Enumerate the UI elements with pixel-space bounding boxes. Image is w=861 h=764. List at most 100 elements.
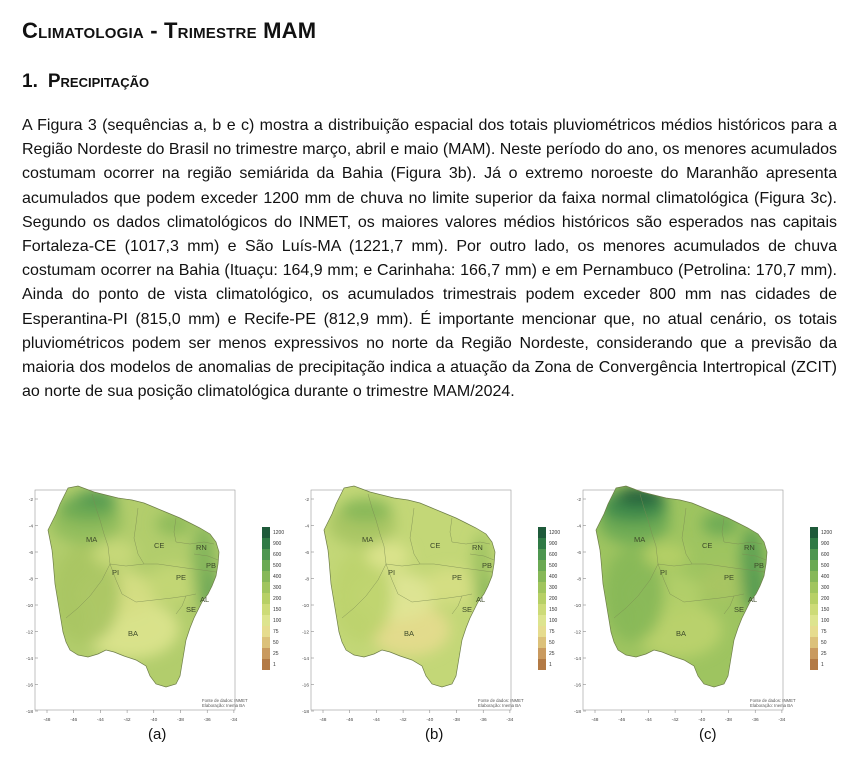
- x-tick-label: -38: [177, 717, 184, 723]
- y-tick-label: -16: [302, 683, 309, 689]
- figure-map-b: MA CE RN PB PI PE AL SE BA -2 -4 -6 -8 -10 -12 -14 -16 -1…: [302, 484, 564, 724]
- figure-map-a: MA CE RN PB PI PE AL SE BA -2 -4 -6 -8 -10 -12 -14 -16 -1…: [26, 484, 288, 724]
- precipitation-legend: 1200 900 600 500 400 300 200 150 100 75 50 25 1: [538, 527, 560, 670]
- x-tick-label: -36: [480, 717, 487, 723]
- x-tick-label: -40: [426, 717, 433, 723]
- state-label-se: SE: [462, 605, 472, 614]
- x-tick-label: -46: [618, 717, 625, 723]
- y-tick-label: -12: [302, 630, 309, 636]
- x-tick-label: -36: [752, 717, 759, 723]
- y-tick-label: -10: [574, 603, 581, 609]
- figure-label-a: (a): [148, 726, 167, 743]
- state-label-al: AL: [476, 595, 485, 604]
- y-tick-label: -18: [574, 709, 581, 715]
- credit-author: Elaboração: Inema BA: [750, 703, 793, 708]
- x-tick-label: -48: [44, 717, 51, 723]
- credit-source: Fonte de dados: INMET: [478, 698, 524, 703]
- state-label-pb: PB: [206, 561, 216, 570]
- legend-value: 400: [821, 574, 830, 580]
- legend-value: 150: [549, 607, 558, 613]
- legend-value: 900: [549, 541, 558, 547]
- legend-value: 1: [549, 662, 552, 668]
- legend-value: 1: [821, 662, 824, 668]
- legend-value: 900: [273, 541, 282, 547]
- y-tick-label: -14: [26, 656, 33, 662]
- legend-value: 150: [821, 607, 830, 613]
- state-label-al: AL: [200, 595, 209, 604]
- y-tick-label: -10: [26, 603, 33, 609]
- y-tick-label: -6: [577, 550, 582, 556]
- y-tick-label: -2: [29, 497, 34, 503]
- y-tick-label: -18: [302, 709, 309, 715]
- legend-value: 900: [821, 541, 830, 547]
- credit-source: Fonte de dados: INMET: [202, 698, 248, 703]
- legend-value: 75: [821, 629, 827, 635]
- x-tick-label: -40: [150, 717, 157, 723]
- legend-value: 1200: [549, 530, 560, 536]
- legend-value: 100: [549, 618, 558, 624]
- precipitation-legend: 1200 900 600 500 400 300 200 150 100 75 50 25 1: [262, 527, 284, 670]
- y-tick-label: -8: [577, 577, 582, 583]
- state-label-pe: PE: [176, 573, 186, 582]
- state-label-se: SE: [734, 605, 744, 614]
- legend-value: 75: [549, 629, 555, 635]
- legend-value: 25: [821, 651, 827, 657]
- x-tick-label: -40: [698, 717, 705, 723]
- legend-value: 500: [273, 563, 282, 569]
- legend-value: 50: [549, 640, 555, 646]
- x-tick-label: -46: [70, 717, 77, 723]
- figure-label-b: (b): [425, 726, 444, 743]
- legend-value: 100: [273, 618, 282, 624]
- state-label-pb: PB: [754, 561, 764, 570]
- credit-source: Fonte de dados: INMET: [750, 698, 796, 703]
- y-tick-label: -16: [574, 683, 581, 689]
- legend-value: 300: [273, 585, 282, 591]
- legend-value: 600: [821, 552, 830, 558]
- y-tick-label: -18: [26, 709, 33, 715]
- y-tick-label: -14: [574, 656, 581, 662]
- page-title: Climatologia - Trimestre MAM: [22, 18, 317, 43]
- state-label-ce: CE: [702, 541, 712, 550]
- state-label-ba: BA: [404, 629, 414, 638]
- map-svg: MA CE RN PB PI PE AL SE BA -2 -4 -6 -8 -10 -12 -14 -16 -1…: [26, 485, 284, 723]
- x-tick-label: -38: [453, 717, 460, 723]
- legend-value: 200: [549, 596, 558, 602]
- state-label-ba: BA: [128, 629, 138, 638]
- state-label-ba: BA: [676, 629, 686, 638]
- x-tick-label: -48: [592, 717, 599, 723]
- state-label-pe: PE: [452, 573, 462, 582]
- state-label-ma: MA: [86, 535, 97, 544]
- section-title: Precipitação: [47, 71, 150, 92]
- legend-value: 100: [821, 618, 830, 624]
- state-label-al: AL: [748, 595, 757, 604]
- legend-value: 25: [549, 651, 555, 657]
- y-tick-label: -4: [577, 524, 582, 530]
- state-label-ma: MA: [362, 535, 373, 544]
- y-tick-label: -8: [305, 577, 310, 583]
- legend-value: 200: [273, 596, 282, 602]
- y-tick-label: -2: [305, 497, 310, 503]
- legend-value: 200: [821, 596, 830, 602]
- section-heading: 1. Precipitação: [22, 71, 149, 93]
- region-outline: [595, 485, 768, 688]
- y-tick-label: -10: [302, 603, 309, 609]
- y-tick-label: -12: [26, 630, 33, 636]
- x-tick-label: -42: [400, 717, 407, 723]
- state-label-pb: PB: [482, 561, 492, 570]
- legend-value: 75: [273, 629, 279, 635]
- legend-value: 500: [549, 563, 558, 569]
- section-number: 1.: [22, 71, 38, 92]
- state-label-pi: PI: [388, 568, 395, 577]
- region-outline: [47, 485, 220, 688]
- y-tick-label: -6: [305, 550, 310, 556]
- legend-value: 400: [273, 574, 282, 580]
- x-tick-label: -42: [672, 717, 679, 723]
- x-tick-label: -44: [97, 717, 104, 723]
- state-label-rn: RN: [744, 543, 755, 552]
- map-svg: MA CE RN PB PI PE AL SE BA -2 -4 -6 -8 -10 -12 -14 -16 -1…: [302, 485, 560, 723]
- state-label-se: SE: [186, 605, 196, 614]
- y-tick-label: -8: [29, 577, 34, 583]
- map-frame: [310, 489, 512, 711]
- precipitation-legend: 1200 900 600 500 400 300 200 150 100 75 50 25 1: [810, 527, 832, 670]
- y-tick-label: -2: [577, 497, 582, 503]
